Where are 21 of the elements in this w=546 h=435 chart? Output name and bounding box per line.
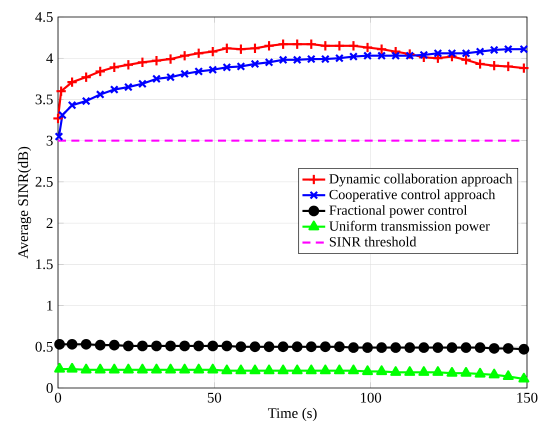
x-tick-label: 50	[208, 392, 222, 403]
x-tick-label: 0	[54, 392, 62, 403]
y-tick-label: 4.5	[35, 12, 53, 22]
legend-label: Dynamic collaboration approach	[329, 174, 512, 186]
y-tick-label: 3	[46, 136, 53, 146]
legend-label: Fractional power control	[329, 205, 468, 218]
y-tick-label: 0.5	[36, 342, 53, 352]
y-tick-label: 1	[47, 300, 52, 310]
y-tick-label: 0	[46, 383, 53, 393]
y-axis-title: Average SINR(dB)	[18, 146, 32, 259]
y-tick-label: 3.5	[36, 94, 53, 104]
x-axis-title: Time (s)	[268, 408, 317, 422]
y-tick-label: 1.5	[36, 259, 53, 270]
y-tick-label: 4	[46, 53, 54, 64]
x-tick-label: 100	[360, 392, 382, 403]
legend-label: SINR threshold	[330, 236, 416, 247]
legend-label: Cooperative control approach	[330, 189, 496, 202]
x-tick-label: 150	[517, 392, 538, 403]
y-tick-label: 2.5	[36, 176, 53, 187]
y-tick-label: 2	[46, 218, 52, 228]
legend-label: Uniform transmission power	[329, 220, 490, 234]
